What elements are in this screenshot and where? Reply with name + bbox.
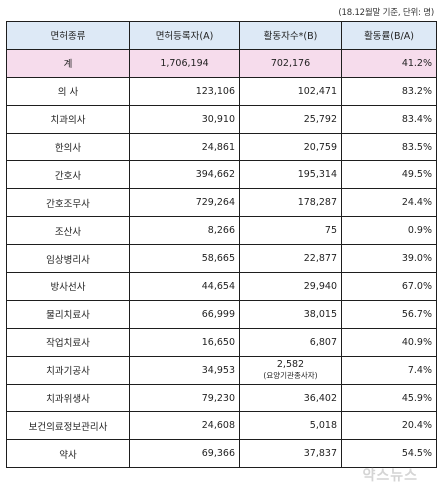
table-row: 의 사 123,106 102,471 83.2% [6, 76, 437, 106]
activity-rate: 56.7% [341, 299, 437, 329]
license-type: 방사선사 [6, 272, 130, 301]
header-license-type: 면허종류 [6, 21, 130, 50]
header-active: 활동자수*(B) [239, 21, 342, 50]
registered-count: 44,654 [129, 272, 240, 301]
active-count: 6,807 [239, 327, 342, 357]
total-rate: 41.2% [341, 48, 437, 78]
header-activity-rate: 활동률(B/A) [341, 21, 437, 50]
activity-rate: 83.2% [341, 76, 437, 106]
active-count: 22,877 [239, 244, 342, 274]
activity-rate: 49.5% [341, 160, 437, 190]
table-row: 한의사 24,861 20,759 83.5% [6, 132, 437, 162]
activity-rate: 83.5% [341, 132, 437, 162]
unit-note: (18.12월말 기준, 단위: 명) [338, 8, 434, 18]
registered-count: 58,665 [129, 244, 240, 274]
active-count: 36,402 [239, 383, 342, 413]
activity-rate: 67.0% [341, 272, 437, 301]
registered-count: 79,230 [129, 383, 240, 413]
header-row: 면허종류 면허등록자(A) 활동자수*(B) 활동률(B/A) [6, 21, 437, 50]
table-row: 보건의료정보관리사 24,608 5,018 20.4% [6, 411, 437, 441]
registered-count: 394,662 [129, 160, 240, 190]
table-row: 간호사 394,662 195,314 49.5% [6, 160, 437, 190]
table-row: 약사 69,366 37,837 54.5% [6, 439, 437, 469]
active-count: 29,940 [239, 272, 342, 301]
license-type: 조산사 [6, 216, 130, 246]
activity-rate: 7.4% [341, 355, 437, 385]
table-body: 계 1,706,194 702,176 41.2% 의 사 123,106 10… [6, 48, 437, 469]
table-row: 조산사 8,266 75 0.9% [6, 216, 437, 246]
activity-rate: 20.4% [341, 411, 437, 441]
registered-count: 729,264 [129, 188, 240, 218]
active-count: 178,287 [239, 188, 342, 218]
active-count: 75 [239, 216, 342, 246]
table-row: 치과기공사 34,953 2,582 (요양기관종사자) 7.4% [6, 355, 437, 385]
table-row: 임상병리사 58,665 22,877 39.0% [6, 244, 437, 274]
active-count-note: (요양기관종사자) [263, 371, 318, 381]
activity-rate: 83.4% [341, 104, 437, 134]
table-row: 치과위생사 79,230 36,402 45.9% [6, 383, 437, 413]
registered-count: 24,608 [129, 411, 240, 441]
table-row: 작업치료사 16,650 6,807 40.9% [6, 327, 437, 357]
registered-count: 16,650 [129, 327, 240, 357]
activity-rate: 40.9% [341, 327, 437, 357]
total-active: 702,176 [239, 48, 342, 78]
active-count: 37,837 [239, 439, 342, 469]
license-type: 간호사 [6, 160, 130, 190]
activity-rate: 0.9% [341, 216, 437, 246]
registered-count: 8,266 [129, 216, 240, 246]
license-type: 약사 [6, 439, 130, 469]
registered-count: 34,953 [129, 355, 240, 385]
header-registered: 면허등록자(A) [129, 21, 240, 50]
table-header: 면허종류 면허등록자(A) 활동자수*(B) 활동률(B/A) [6, 21, 437, 50]
license-type: 의 사 [6, 76, 130, 106]
active-count: 5,018 [239, 411, 342, 441]
license-type: 치과기공사 [6, 355, 130, 385]
active-count-with-note: 2,582 (요양기관종사자) [239, 355, 342, 385]
license-type: 작업치료사 [6, 327, 130, 357]
license-type: 물리치료사 [6, 299, 130, 329]
total-label: 계 [6, 48, 130, 78]
license-type: 치과위생사 [6, 383, 130, 413]
activity-rate: 24.4% [341, 188, 437, 218]
activity-rate: 45.9% [341, 383, 437, 413]
table-row: 물리치료사 66,999 38,015 56.7% [6, 299, 437, 329]
license-stats-table: 면허종류 면허등록자(A) 활동자수*(B) 활동률(B/A) 계 1,706,… [6, 21, 437, 469]
publisher-watermark: 약스뉴스 [362, 468, 418, 484]
total-registered: 1,706,194 [129, 48, 240, 78]
activity-rate: 54.5% [341, 439, 437, 469]
table-row: 방사선사 44,654 29,940 67.0% [6, 272, 437, 301]
license-type: 간호조무사 [6, 188, 130, 218]
table-row: 간호조무사 729,264 178,287 24.4% [6, 188, 437, 218]
active-count: 25,792 [239, 104, 342, 134]
license-type: 임상병리사 [6, 244, 130, 274]
registered-count: 24,861 [129, 132, 240, 162]
active-count: 102,471 [239, 76, 342, 106]
registered-count: 69,366 [129, 439, 240, 469]
registered-count: 30,910 [129, 104, 240, 134]
table-row: 치과의사 30,910 25,792 83.4% [6, 104, 437, 134]
license-type: 보건의료정보관리사 [6, 411, 130, 441]
license-type: 치과의사 [6, 104, 130, 134]
registered-count: 66,999 [129, 299, 240, 329]
total-row: 계 1,706,194 702,176 41.2% [6, 48, 437, 78]
license-type: 한의사 [6, 132, 130, 162]
activity-rate: 39.0% [341, 244, 437, 274]
active-count: 195,314 [239, 160, 342, 190]
active-count: 38,015 [239, 299, 342, 329]
registered-count: 123,106 [129, 76, 240, 106]
active-count: 20,759 [239, 132, 342, 162]
active-count: 2,582 [276, 359, 305, 371]
